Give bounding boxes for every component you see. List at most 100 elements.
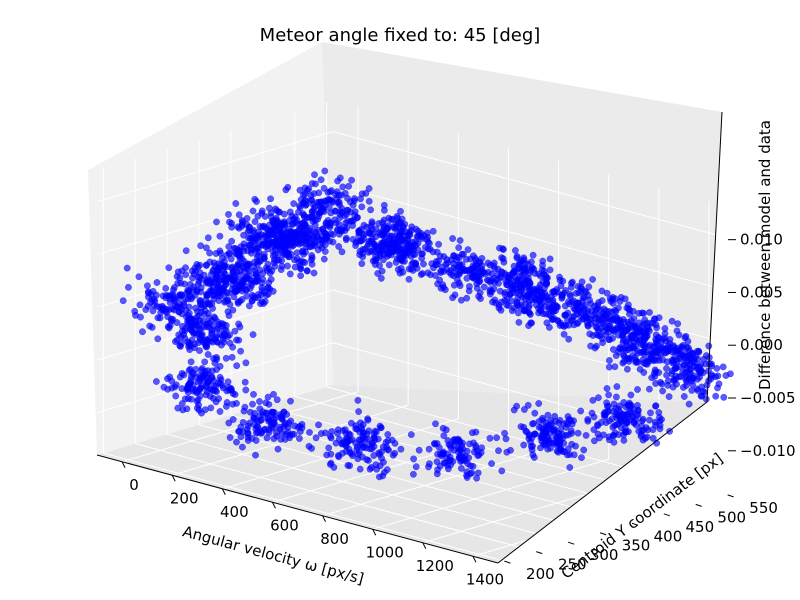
scatter-point (683, 343, 690, 351)
scatter-point (187, 342, 195, 350)
scatter-point (241, 378, 249, 386)
scatter-point (424, 233, 432, 241)
scatter-point (148, 296, 156, 304)
scatter-point (315, 421, 322, 429)
scatter-point (198, 409, 205, 417)
z-axis-label: Difference between model and data (756, 120, 774, 390)
scatter-point (412, 463, 420, 471)
scatter-point (437, 269, 445, 276)
z-tick-label: 0.000 (740, 336, 783, 354)
z-gridline (96, 131, 334, 203)
scatter-point (176, 342, 184, 350)
scatter-point (270, 390, 277, 398)
scatter-point (286, 270, 294, 278)
scatter-point (258, 284, 266, 291)
scatter-point (376, 422, 384, 430)
scatter-point (372, 428, 380, 436)
scatter-point (401, 232, 409, 240)
scatter-point (337, 225, 345, 233)
scatter-point (616, 297, 624, 305)
scatter-point (267, 195, 274, 203)
scatter-point (192, 318, 199, 326)
scatter-point (467, 462, 474, 470)
y-axis-line (497, 401, 708, 564)
scatter-point (222, 274, 230, 282)
scatter-point (572, 442, 579, 450)
x-tick-mark (322, 515, 327, 522)
scatter-point (169, 292, 177, 300)
data-points (119, 167, 734, 482)
scatter-point (531, 409, 539, 417)
scatter-point (356, 465, 364, 473)
scatter-point (237, 347, 245, 355)
y-tick-label: 550 (749, 499, 778, 517)
scatter-point (273, 256, 281, 264)
scatter-point (508, 284, 516, 292)
scatter-point (223, 399, 231, 406)
scatter-point (387, 251, 395, 259)
scatter-point (299, 219, 307, 227)
scatter-point (655, 334, 663, 342)
scatter-point (339, 183, 347, 191)
scatter-point (469, 273, 477, 281)
scatter-point (456, 438, 464, 446)
z-tick-label: −0.005 (740, 389, 796, 407)
scatter-point (164, 323, 172, 331)
scatter-point (332, 207, 339, 215)
z-tick-label: 0.010 (740, 231, 783, 249)
scatter-point (362, 444, 370, 452)
x-tick-label: 800 (320, 530, 349, 548)
scatter-point (544, 411, 552, 419)
scatter-point (270, 229, 278, 237)
scatter-point (702, 395, 710, 403)
scatter-point (391, 449, 399, 457)
scatter-point (425, 463, 432, 471)
scatter-point (207, 404, 215, 412)
scatter-point (376, 451, 383, 458)
scatter-point (579, 294, 587, 302)
scatter-point (265, 221, 273, 229)
scatter-point (620, 436, 628, 444)
scatter-point (510, 267, 518, 275)
y-tick-mark (568, 541, 575, 545)
scatter-point (142, 306, 150, 313)
scatter-point (569, 313, 576, 321)
scatter-point (626, 399, 633, 407)
scatter-point (383, 443, 390, 451)
scatter-point (216, 408, 224, 415)
scatter-point (245, 267, 253, 275)
scatter-point (527, 289, 534, 296)
scatter-point (220, 326, 228, 334)
scatter-point (268, 423, 275, 431)
scatter-point (524, 401, 532, 409)
y-tick-label: 250 (558, 556, 587, 574)
scatter-point (578, 454, 585, 461)
scatter-point (595, 394, 602, 402)
scatter-point (651, 372, 659, 380)
y-tick-mark (599, 532, 607, 536)
scatter-point (405, 275, 413, 283)
y-tick-mark (695, 503, 702, 507)
x-tick-mark (472, 556, 477, 563)
scatter-point (646, 416, 653, 424)
scatter-point (574, 282, 582, 290)
scatter-point (525, 322, 532, 329)
scatter-point (364, 416, 372, 424)
scatter-point (372, 233, 380, 241)
scatter-point (603, 385, 611, 392)
scatter-point (308, 196, 316, 204)
scatter-point (581, 306, 588, 313)
scatter-point (549, 299, 557, 307)
scatter-point (655, 356, 663, 364)
scatter-point (715, 380, 723, 388)
scatter-point (429, 227, 437, 235)
scatter-point (297, 265, 305, 273)
scatter-point (262, 409, 270, 417)
scatter-point (457, 458, 465, 465)
scatter-point (641, 316, 649, 324)
scatter-point (551, 412, 559, 420)
scatter-point (233, 336, 240, 344)
y-tick-mark (504, 560, 511, 564)
scatter-point (249, 400, 256, 408)
scatter-point (229, 306, 237, 314)
